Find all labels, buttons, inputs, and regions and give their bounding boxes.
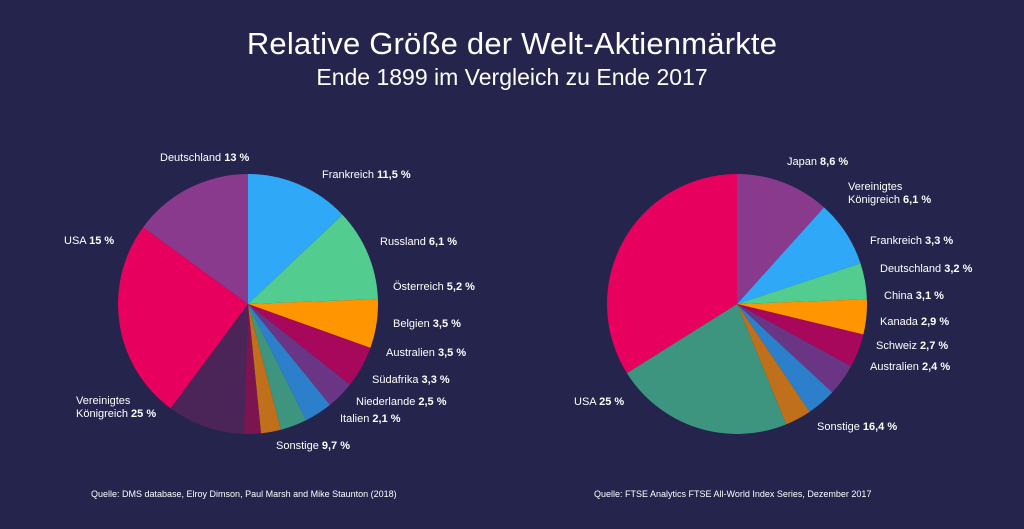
slice-label-frankreich: Frankreich 11,5 % bbox=[322, 169, 411, 181]
pie-chart-2017: Japan 8,6 % Vereinigtes Königreich 6,1 % Fr… bbox=[574, 156, 973, 434]
slice-label-vereinigtes-koenigreich: Vereinigtes Königreich 25 % bbox=[76, 395, 156, 420]
chart-subtitle: Ende 1899 im Vergleich zu Ende 2017 bbox=[316, 64, 708, 90]
slice-label-japan: Japan 8,6 % bbox=[787, 156, 848, 168]
pie-slice-deutschland bbox=[248, 174, 343, 304]
pie-slice-vereinigtes-koenigreich bbox=[737, 207, 861, 304]
pie-slice-schweiz bbox=[737, 304, 833, 412]
slice-label-russland: Russland 6,1 % bbox=[380, 236, 457, 248]
pie-slice-belgien bbox=[248, 304, 350, 405]
chart-title: Relative Größe der Welt-Aktienmärkte bbox=[246, 26, 778, 61]
pie-slice-vereinigtes-koenigreich bbox=[118, 227, 249, 409]
pie-slice-frankreich bbox=[737, 263, 867, 304]
slice-label-sonstige: Sonstige 16,4 % bbox=[817, 421, 897, 433]
pie-slice-niederlande bbox=[248, 304, 281, 434]
pie-slice-australien bbox=[248, 304, 330, 421]
pie-slice-australien bbox=[737, 304, 810, 425]
slice-label-usa: USA 15 % bbox=[64, 235, 114, 247]
pie-slice-italien bbox=[243, 304, 261, 435]
slice-label-deutschland: Deutschland 13 % bbox=[160, 152, 250, 164]
slice-label-vereinigtes-koenigreich: Vereinigtes Königreich 6,1 % bbox=[848, 181, 931, 206]
slice-label-oesterreich: Österreich 5,2 % bbox=[393, 281, 475, 293]
pie-slice-kanada bbox=[737, 304, 852, 393]
slice-label-suedafrika: Südafrika 3,3 % bbox=[372, 374, 450, 386]
slice-label-australien: Australien 3,5 % bbox=[386, 347, 466, 359]
source-note-1899: Quelle: DMS database, Elroy Dimson, Paul… bbox=[91, 489, 397, 499]
pie-slice-china bbox=[737, 304, 864, 367]
slice-label-belgien: Belgien 3,5 % bbox=[393, 318, 461, 330]
pie-chart-1899: Deutschland 13 % Frankreich 11,5 % Russlan… bbox=[64, 152, 475, 452]
slice-label-usa: USA 25 % bbox=[574, 396, 624, 408]
pie-slice-usa bbox=[143, 174, 248, 304]
pie-slice-suedafrika bbox=[248, 304, 307, 430]
pie-slice-oesterreich bbox=[248, 304, 371, 385]
pie-slice-sonstige bbox=[170, 304, 248, 434]
slice-label-sonstige: Sonstige 9,7 % bbox=[276, 440, 350, 452]
pie-slice-usa bbox=[606, 174, 737, 374]
slice-label-schweiz: Schweiz 2,7 % bbox=[876, 340, 948, 352]
slice-label-kanada: Kanada 2,9 % bbox=[880, 316, 949, 328]
slice-label-frankreich: Frankreich 3,3 % bbox=[870, 235, 953, 247]
source-note-2017: Quelle: FTSE Analytics FTSE All-World In… bbox=[594, 489, 872, 499]
pie-slice-japan bbox=[737, 174, 824, 304]
slice-label-niederlande: Niederlande 2,5 % bbox=[356, 396, 447, 408]
pie-slice-deutschland bbox=[737, 299, 867, 335]
slice-label-australien: Australien 2,4 % bbox=[870, 361, 950, 373]
slice-label-italien: Italien 2,1 % bbox=[340, 413, 401, 425]
slice-label-china: China 3,1 % bbox=[884, 290, 944, 302]
pie-slice-frankreich bbox=[248, 214, 378, 304]
pie-slice-sonstige bbox=[626, 304, 787, 434]
slice-label-deutschland: Deutschland 3,2 % bbox=[880, 263, 973, 275]
pie-slice-russland bbox=[248, 299, 379, 348]
